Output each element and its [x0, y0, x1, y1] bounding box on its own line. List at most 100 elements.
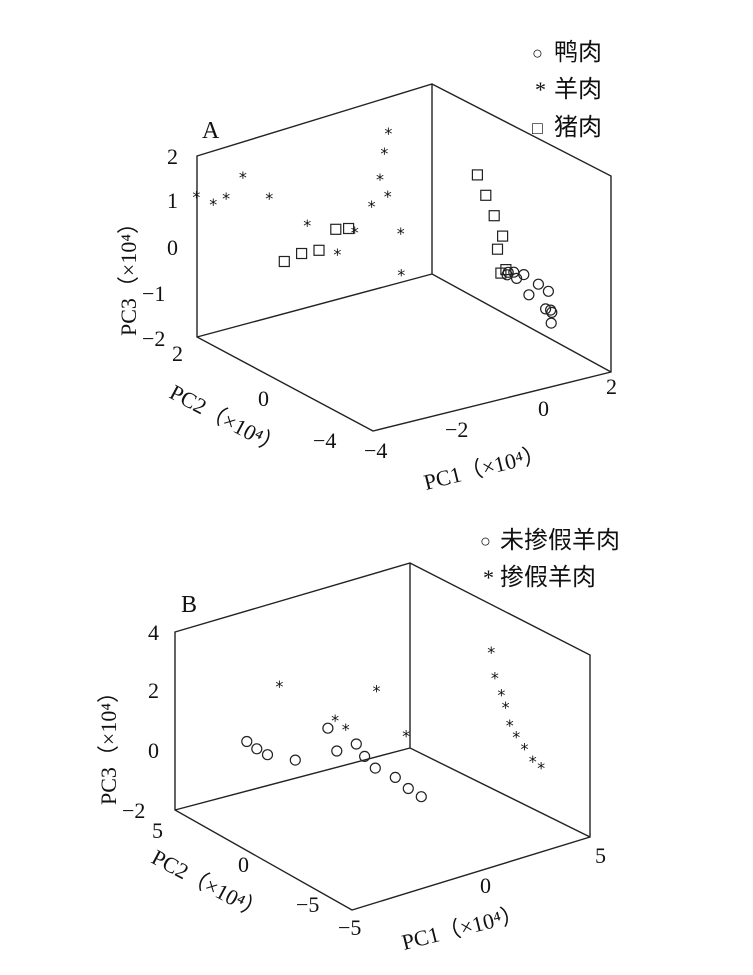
point-a-s2-4 [343, 222, 355, 235]
panel-b-legend-label-0: 未掺假羊肉 [500, 527, 620, 554]
point-a-s0-10 [510, 272, 523, 284]
point-a-s1-3: * [239, 168, 247, 187]
point-b-s1-2: * [342, 720, 350, 739]
point-b-s1-7: * [497, 686, 505, 705]
panel-a-x-tick-1: −2 [445, 417, 468, 442]
panel-a-legend-symbol-0: ○ [532, 43, 543, 63]
point-b-s0-5 [350, 738, 362, 750]
point-a-s2-8 [497, 230, 509, 242]
point-a-s1-14: * [397, 266, 405, 285]
panel-a-legend: ○ 鸭肉 * 羊肉 □ 猪肉 [532, 39, 602, 141]
point-b-s1-13: * [537, 759, 545, 778]
panel-a-x-tick-2: 0 [538, 396, 549, 421]
point-b-s1-0: * [275, 677, 283, 696]
point-b-s0-10 [415, 791, 427, 803]
panel-b-x-axis-label: PC1（×10⁴） [399, 901, 525, 955]
point-a-s2-9 [491, 243, 504, 255]
point-b-s0-3 [289, 754, 301, 766]
point-a-s0-5 [539, 303, 552, 315]
panel-a: A 2 1 0 −1 −2 2 0 −4 −4 −2 0 2 PC3（×10⁴）… [116, 39, 617, 495]
point-b-s0-6 [359, 750, 371, 763]
panel-b-label: B [181, 592, 197, 618]
point-b-s0-11 [322, 722, 334, 734]
point-a-s2-5 [471, 169, 483, 181]
point-a-s0-2 [518, 269, 530, 281]
point-b-s1-1: * [331, 711, 339, 730]
panel-a-x-tick-3: 2 [606, 374, 617, 399]
point-a-s0-4 [542, 285, 555, 297]
panel-a-y-tick-1: 0 [258, 386, 269, 411]
panel-b-marks: ** *********** * [241, 643, 545, 803]
panel-b-x-tick-2: 5 [595, 843, 606, 868]
panel-a-z-tick-3: −1 [142, 281, 165, 306]
point-a-s0-1 [508, 266, 520, 278]
panel-b-z-tick-3: −2 [122, 798, 145, 823]
point-a-s1-13: * [397, 224, 405, 243]
point-a-s1-4: * [265, 189, 273, 208]
point-b-s1-6: * [491, 668, 499, 687]
point-b-s1-8: * [502, 698, 510, 717]
panel-a-z-tick-4: −2 [142, 326, 165, 351]
point-a-s1-9: * [376, 170, 384, 189]
panel-b-x-tick-0: −5 [338, 915, 361, 940]
panel-b-z-axis-label: PC3（×10⁴） [96, 681, 121, 805]
panel-a-y-tick-0: 2 [172, 341, 183, 366]
panel-a-label: A [202, 118, 220, 144]
point-a-s2-1 [296, 247, 308, 260]
panel-b-legend-symbol-0: ○ [480, 531, 491, 551]
panel-a-legend-label-2: 猪肉 [554, 114, 602, 141]
point-b-s1-10: * [512, 727, 520, 746]
panel-b: B 4 2 0 −2 5 0 −5 −5 0 5 PC3（×10⁴） PC2（×… [96, 527, 620, 955]
panel-a-z-tick-0: 2 [167, 144, 178, 169]
point-a-s1-12: * [384, 187, 392, 206]
point-b-s0-9 [402, 782, 414, 795]
point-b-s1-5: * [487, 643, 495, 662]
point-b-s0-2 [261, 749, 274, 761]
point-a-s0-8 [546, 306, 558, 318]
point-a-s1-5: * [303, 216, 311, 235]
panel-b-legend-label-1: 掺假羊肉 [500, 564, 596, 591]
point-a-s1-0: * [192, 187, 200, 206]
point-a-s2-6 [480, 189, 492, 201]
point-b-s1-11: * [521, 740, 529, 759]
point-a-s2-2 [313, 244, 325, 256]
panel-a-legend-label-1: 羊肉 [554, 76, 602, 103]
panel-a-legend-symbol-2: □ [532, 118, 543, 138]
point-a-s1-8: * [368, 197, 376, 216]
point-b-s1-4: * [402, 726, 410, 745]
point-b-s0-7 [369, 762, 381, 774]
panel-b-legend-symbol-1: * [483, 565, 494, 590]
point-a-s1-2: * [222, 189, 230, 208]
panel-b-legend: ○ 未掺假羊肉 * 掺假羊肉 [480, 527, 620, 591]
panel-b-z-tick-1: 2 [148, 678, 159, 703]
panel-b-x-tick-1: 0 [480, 873, 491, 898]
point-b-s0-1 [251, 743, 263, 755]
point-b-s0-8 [389, 771, 401, 784]
point-a-s2-3 [330, 223, 342, 235]
panel-b-y-tick-1: 0 [238, 852, 249, 877]
panel-b-y-axis-label: PC2（×10⁴） [148, 844, 269, 924]
point-a-s1-11: * [384, 124, 392, 143]
point-a-s1-10: * [380, 144, 388, 163]
point-a-s2-0 [278, 255, 290, 268]
point-b-s1-3: * [373, 682, 381, 701]
panel-b-y-tick-2: −5 [296, 892, 319, 917]
point-a-s0-3 [532, 278, 545, 290]
panel-b-y-tick-0: 5 [152, 818, 163, 843]
panel-a-axes-frame [196, 83, 612, 432]
point-a-s1-1: * [209, 195, 217, 214]
panel-a-legend-label-0: 鸭肉 [554, 39, 602, 66]
panel-b-z-tick-0: 4 [148, 620, 159, 645]
panel-a-y-tick-2: −4 [313, 428, 336, 453]
point-a-s1-6: * [333, 245, 341, 264]
panel-a-x-tick-0: −4 [364, 438, 387, 463]
panel-a-x-axis-label: PC1（×10⁴） [421, 441, 547, 495]
panel-a-legend-symbol-1: * [535, 77, 546, 102]
panel-a-marks: * * ************* [192, 124, 558, 329]
point-b-s0-0 [241, 735, 253, 748]
panel-b-axes-frame [174, 562, 591, 911]
point-a-s1-7: * [351, 223, 359, 242]
point-a-s2-11 [495, 267, 507, 279]
panel-b-z-tick-2: 0 [148, 738, 159, 763]
panel-a-z-tick-1: 1 [167, 188, 178, 213]
